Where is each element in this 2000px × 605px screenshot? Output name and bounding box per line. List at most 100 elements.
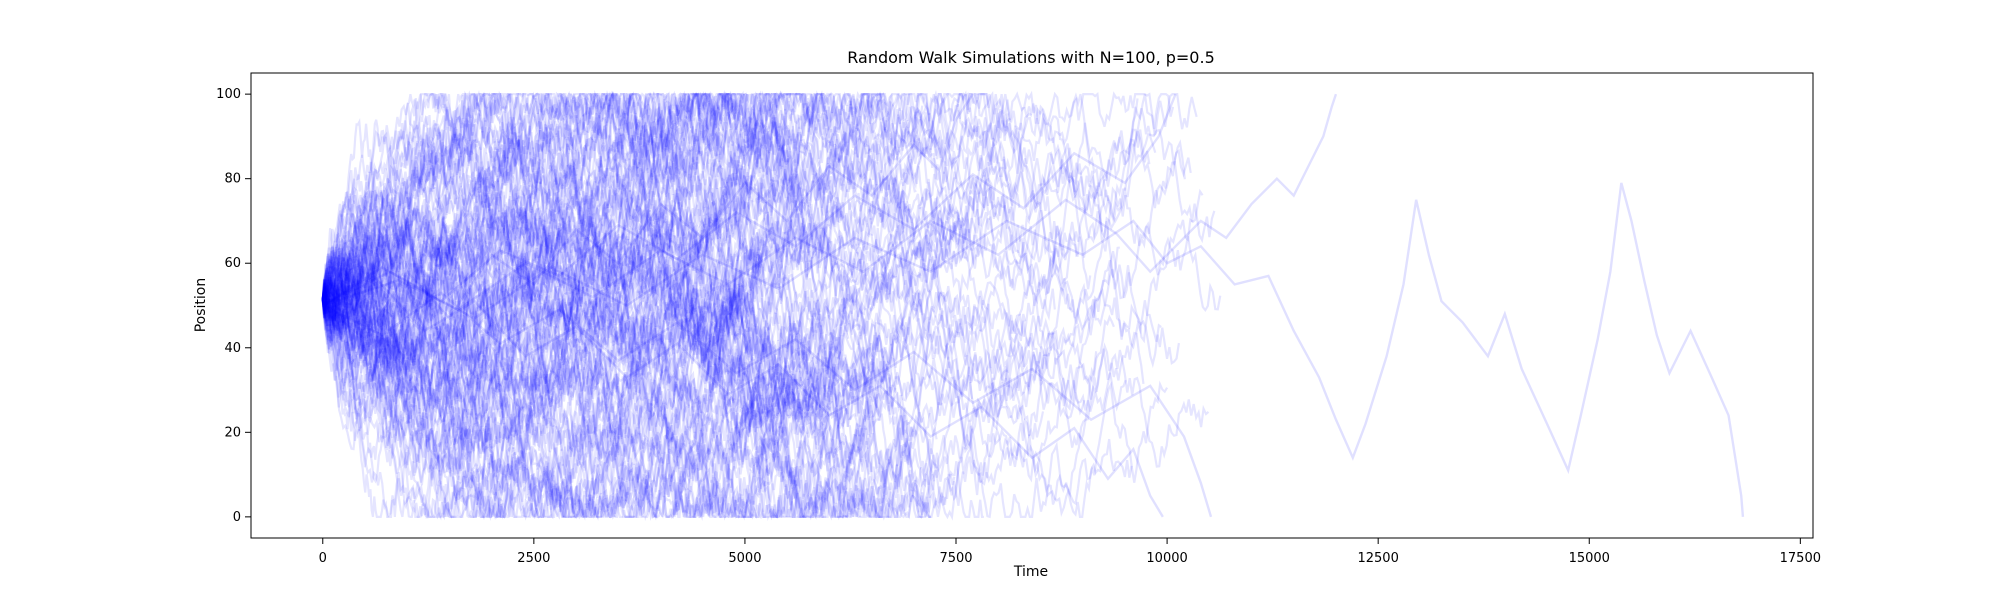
simulation-trace (321, 97, 1120, 410)
simulation-trace (322, 91, 829, 350)
simulation-trace (321, 220, 770, 437)
y-tick-label: 0 (233, 510, 241, 525)
simulation-trace (322, 91, 1009, 382)
simulation-trace (321, 93, 820, 385)
simulation-trace (321, 213, 852, 519)
simulation-trace (321, 90, 791, 307)
simulation-trace (321, 233, 931, 518)
simulation-trace (321, 221, 1080, 494)
simulation-trace (321, 265, 1127, 522)
simulation-trace (321, 194, 947, 521)
x-tick-label: 2500 (517, 551, 550, 566)
simulation-trace (321, 197, 932, 520)
y-tick-label: 60 (224, 256, 241, 271)
simulation-trace (321, 219, 865, 522)
simulation-trace (321, 244, 856, 518)
simulation-trace (321, 213, 847, 382)
simulation-trace (322, 90, 1139, 485)
simulation-trace (321, 261, 903, 521)
simulation-trace (321, 188, 950, 369)
simulation-trace (321, 89, 803, 353)
simulation-trace (321, 92, 1032, 315)
x-tick-label: 10000 (1146, 551, 1187, 566)
simulation-trace (322, 90, 944, 301)
simulation-trace (321, 265, 1086, 518)
simulation-trace (321, 91, 882, 368)
simulation-trace (321, 128, 1110, 521)
simulation-trace (322, 93, 1074, 313)
simulation-trace (321, 237, 888, 518)
simulation-trace (321, 93, 1015, 349)
simulation-trace (321, 190, 1162, 374)
simulation-trace (321, 90, 1021, 300)
simulation-trace (321, 93, 806, 431)
simulation-trace (321, 89, 1151, 306)
simulation-trace (321, 293, 850, 518)
simulation-trace (321, 220, 930, 520)
simulation-trace (321, 95, 984, 518)
y-axis: 0 20 40 60 80 100 (216, 87, 251, 525)
simulation-trace (321, 91, 1192, 376)
simulation-trace (321, 89, 941, 300)
simulation-trace (321, 264, 1115, 464)
simulation-trace (321, 90, 924, 329)
simulation-trace (321, 96, 823, 401)
simulation-trace (321, 265, 879, 519)
simulation-trace (321, 248, 776, 520)
simulation-trace (321, 91, 997, 307)
y-tick-label: 40 (224, 341, 241, 356)
simulation-trace (321, 106, 782, 388)
simulation-trace (321, 93, 794, 481)
x-axis-label: Time (1013, 564, 1048, 580)
series-line-5 (322, 93, 1338, 312)
simulation-trace (321, 246, 915, 521)
simulation-trace (321, 90, 800, 323)
simulation-trace (321, 93, 749, 427)
simulation-trace (321, 197, 835, 503)
simulation-trace (321, 93, 920, 364)
simulation-trace (321, 94, 900, 399)
simulation-trace (321, 90, 1027, 337)
plot-area-frame (250, 72, 1814, 539)
simulation-trace (321, 91, 917, 381)
y-tick-label: 80 (224, 172, 241, 187)
simulation-trace (321, 179, 1222, 443)
simulation-trace (321, 203, 1210, 468)
simulation-trace (321, 249, 773, 474)
simulation-trace (321, 91, 1039, 321)
y-tick-label: 100 (216, 87, 241, 102)
simulation-trace (321, 290, 956, 520)
simulation-trace (321, 93, 1198, 353)
simulation-trace (321, 161, 980, 501)
simulation-trace (321, 270, 841, 521)
x-tick-label: 5000 (728, 551, 761, 566)
simulation-trace (321, 150, 755, 427)
simulation-trace (321, 113, 1186, 427)
simulation-trace (321, 93, 968, 368)
simulation-trace (321, 299, 787, 519)
simulation-trace (321, 90, 945, 372)
simulation-trace (321, 93, 817, 361)
simulation-trace (321, 91, 1062, 520)
x-tick-label: 0 (319, 551, 327, 566)
simulation-trace (321, 189, 1104, 505)
simulation-trace (321, 242, 767, 519)
series-line-4 (322, 291, 1213, 518)
simulation-trace (321, 93, 961, 459)
simulation-trace (321, 269, 938, 522)
simulation-trace (321, 130, 1216, 521)
simulation-trace (321, 93, 891, 518)
simulation-trace (321, 209, 1056, 518)
x-tick-label: 7500 (939, 551, 972, 566)
simulation-trace (321, 92, 832, 324)
simulation-trace (321, 122, 779, 394)
simulation-trace (322, 257, 797, 520)
simulation-trace (321, 91, 838, 300)
simulation-trace (321, 206, 906, 505)
simulation-trace (322, 127, 764, 432)
simulation-trace (322, 188, 1204, 426)
simulation-trace (321, 246, 758, 520)
